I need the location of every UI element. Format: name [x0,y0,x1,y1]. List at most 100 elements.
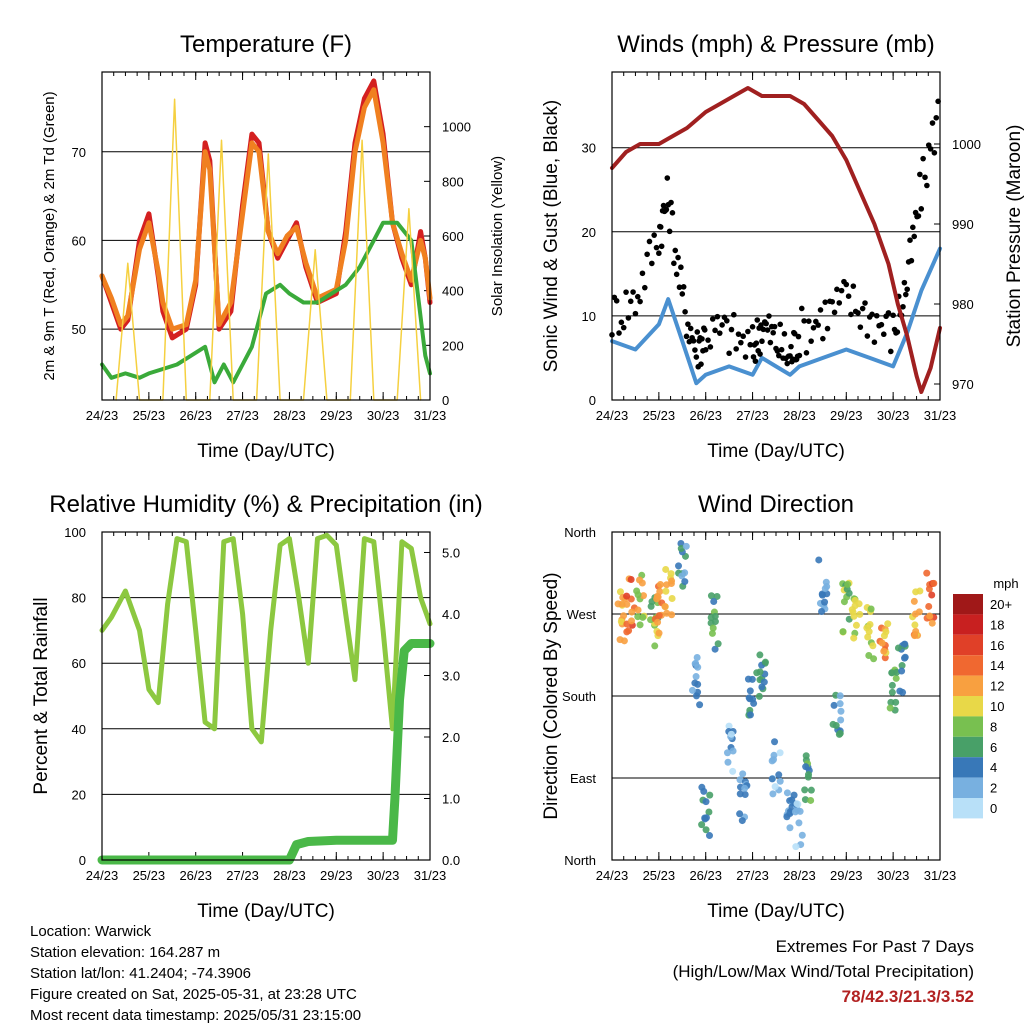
gust-point [822,299,828,305]
direction-point [786,824,794,832]
direction-point [776,749,784,757]
gust-point [673,271,680,278]
gust-point [911,233,918,240]
gust-point [642,284,648,291]
direction-point [878,639,886,647]
colorbar-swatch [953,757,983,778]
gust-point [634,293,641,300]
gust-point [672,247,679,254]
gust-point [679,291,686,297]
direction-point [775,771,783,779]
colorbar-title: mph [993,576,1018,591]
series-relative-humidity [99,532,433,745]
y2-tick-label: 5.0 [442,545,460,560]
gust-point [656,250,662,257]
direction-point [628,608,636,616]
gust-point [738,339,744,346]
gust-point [850,283,857,289]
direction-point [736,776,744,784]
gust-point [702,347,709,353]
x-tick-label: 24/23 [86,408,119,423]
direction-point [792,843,800,851]
gust-point [831,309,838,316]
gust-point [616,330,622,336]
x-tick-label: 24/23 [596,868,629,883]
station-location: Location: Warwick [30,923,152,940]
gust-point [719,322,725,328]
gust-point [855,310,861,316]
x-tick-label: 28/23 [783,868,816,883]
x-tick-label: 31/23 [924,408,957,423]
x-tick-label: 28/23 [783,408,816,423]
direction-point [725,722,733,730]
gust-point [705,337,711,343]
gust-point [693,354,700,360]
x-tick-label: 29/23 [830,868,863,883]
gust-point [864,333,871,339]
x-tick-label: 31/23 [414,408,447,423]
direction-point [677,539,685,547]
direction-point [802,763,810,771]
direction-point [663,581,671,589]
gust-point [848,311,854,318]
direction-point [706,791,714,799]
gust-point [664,175,671,181]
direction-point [639,592,647,600]
x-tick-label: 24/23 [86,868,119,883]
gust-point [880,331,887,338]
y2-tick-label: 800 [442,174,464,189]
direction-point [776,777,784,785]
direction-point [616,636,624,644]
direction-point [928,619,936,627]
direction-point [681,578,689,586]
colorbar-swatch [953,634,983,656]
gust-point [763,320,769,327]
direction-point [694,680,702,688]
recent-timestamp: Most recent data timestamp: 2025/05/31 2… [30,1007,362,1024]
y-tick-label: 40 [72,722,86,737]
colorbar-swatch [953,716,983,737]
direction-point [807,796,815,804]
direction-point [807,786,815,794]
direction-point [901,654,909,662]
gust-point [613,298,620,304]
direction-point [616,588,624,596]
gust-point [666,228,673,235]
gust-point [758,322,764,328]
gust-point [810,325,817,331]
colorbar-label: 0 [990,801,997,816]
y-tick-label: 10 [582,309,596,324]
direction-point [745,694,753,702]
plot-frame [611,531,941,861]
gust-point [931,149,938,156]
direction-point [835,730,843,738]
direction-point [623,592,631,600]
y2-tick-label: 600 [442,229,464,244]
series-solar-insolation [115,98,422,401]
gust-point [646,238,653,245]
direction-point [662,587,670,595]
gust-point [834,286,840,293]
direction-point [793,800,801,808]
gust-point [637,298,643,305]
direction-point [898,662,906,670]
y2-tick-label: 1000 [442,120,471,135]
gust-point [749,324,756,330]
gust-point [798,305,805,312]
gust-point [680,284,687,290]
y-tick-label: 50 [72,322,86,337]
y-axis-label: Sonic Wind & Gust (Blue, Black) [541,100,562,372]
y2-tick-label: 1.0 [442,791,460,806]
gust-point [770,329,776,336]
colorbar-swatch [953,614,983,635]
direction-point [795,819,803,827]
direction-point [880,647,888,655]
direction-point [711,645,719,653]
direction-point [741,790,749,798]
direction-point [623,628,631,636]
gust-point [806,318,812,325]
direction-point [771,738,779,746]
gust-point [862,300,868,306]
gust-point [663,206,670,213]
y2-tick-label: 2.0 [442,730,460,745]
